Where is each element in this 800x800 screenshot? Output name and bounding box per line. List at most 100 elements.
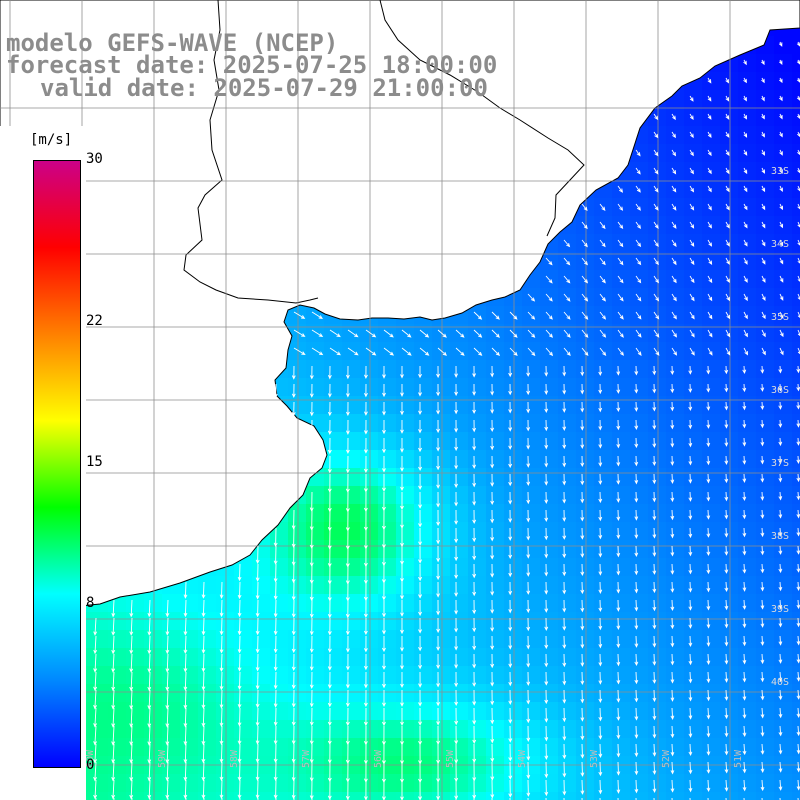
field-cell (90, 612, 109, 631)
wind-arrow (796, 455, 800, 465)
wind-arrow (472, 401, 477, 415)
wind-arrow (706, 437, 711, 448)
wind-arrow (707, 131, 712, 138)
wind-arrow (273, 653, 278, 672)
wind-arrow (382, 366, 386, 379)
wind-arrow (454, 725, 459, 745)
wind-arrow (779, 113, 783, 120)
field-cell (306, 324, 325, 343)
wind-arrow (382, 636, 386, 653)
field-cell (522, 738, 541, 757)
wind-arrow (562, 707, 567, 723)
field-cell (432, 648, 451, 667)
wind-arrow (580, 365, 585, 377)
wind-arrow (598, 473, 603, 485)
field-cell (612, 504, 631, 523)
wind-arrow (400, 564, 404, 583)
field-cell (432, 738, 451, 757)
field-cell (450, 738, 469, 757)
wind-arrow (797, 257, 800, 264)
wind-arrow (706, 527, 711, 538)
wind-arrow (147, 689, 152, 710)
field-cell (342, 450, 361, 469)
wind-arrow (436, 545, 441, 563)
field-cell (378, 594, 397, 613)
field-cell (594, 648, 613, 667)
field-cell (126, 666, 145, 685)
wind-arrow (526, 383, 531, 396)
field-cell (576, 252, 595, 271)
field-cell (342, 612, 361, 631)
wind-arrow (743, 203, 748, 211)
field-cell (270, 684, 289, 703)
land-mask (0, 0, 800, 615)
wind-arrow (580, 401, 585, 413)
field-cell (630, 774, 649, 793)
wind-arrow (670, 689, 675, 702)
field-cell (756, 198, 775, 217)
field-cell (666, 612, 685, 631)
wind-arrow (329, 347, 341, 356)
field-cell (486, 702, 505, 721)
field-cell (522, 432, 541, 451)
wind-arrow (437, 329, 447, 338)
field-cell (414, 504, 433, 523)
wind-arrow (418, 455, 423, 472)
wind-arrow (707, 239, 713, 247)
field-cell (486, 522, 505, 541)
wind-arrow (563, 239, 571, 248)
field-cell (522, 792, 541, 800)
wind-arrow (129, 689, 134, 710)
wind-arrow (490, 653, 495, 669)
field-cell (702, 486, 721, 505)
field-cell (522, 378, 541, 397)
field-cell (378, 486, 397, 505)
wind-arrow (382, 420, 386, 435)
field-cell (792, 774, 800, 793)
field-cell (342, 522, 361, 541)
wind-arrow (724, 455, 729, 466)
wind-arrow (688, 527, 693, 539)
field-cell (648, 612, 667, 631)
wind-arrow (635, 185, 641, 193)
wind-arrow (742, 401, 747, 411)
field-cell (594, 360, 613, 379)
wind-arrow (526, 779, 531, 797)
wind-arrow (743, 329, 748, 338)
field-cell (378, 396, 397, 415)
field-cell (216, 594, 235, 613)
field-cell (756, 396, 775, 415)
field-cell (558, 360, 577, 379)
field-cell (774, 792, 793, 800)
wind-arrow (526, 563, 531, 577)
field-cell (396, 684, 415, 703)
wind-arrow (562, 563, 567, 577)
wind-arrow (111, 707, 116, 728)
wind-arrow (725, 221, 730, 229)
wind-arrow (291, 599, 296, 618)
wind-arrow (183, 707, 188, 728)
field-cell (450, 774, 469, 793)
wind-arrow (742, 365, 747, 375)
wind-arrow (490, 761, 495, 781)
wind-arrow (309, 725, 314, 745)
field-cell (540, 666, 559, 685)
wind-arrow (544, 635, 549, 650)
field-cell (450, 378, 469, 397)
field-cell (666, 738, 685, 757)
wind-arrow (255, 599, 260, 618)
field-cell (360, 414, 379, 433)
field-cell (648, 486, 667, 505)
wind-arrow (508, 365, 513, 378)
wind-arrow (616, 491, 621, 503)
wind-arrow (436, 599, 441, 616)
field-cell (324, 684, 343, 703)
wind-arrow (255, 743, 260, 764)
wind-arrow (671, 311, 677, 320)
field-cell (288, 594, 307, 613)
field-cell (576, 324, 595, 343)
wind-arrow (617, 239, 624, 248)
field-cell (360, 396, 379, 415)
field-cell (540, 504, 559, 523)
wind-arrow (147, 653, 152, 673)
